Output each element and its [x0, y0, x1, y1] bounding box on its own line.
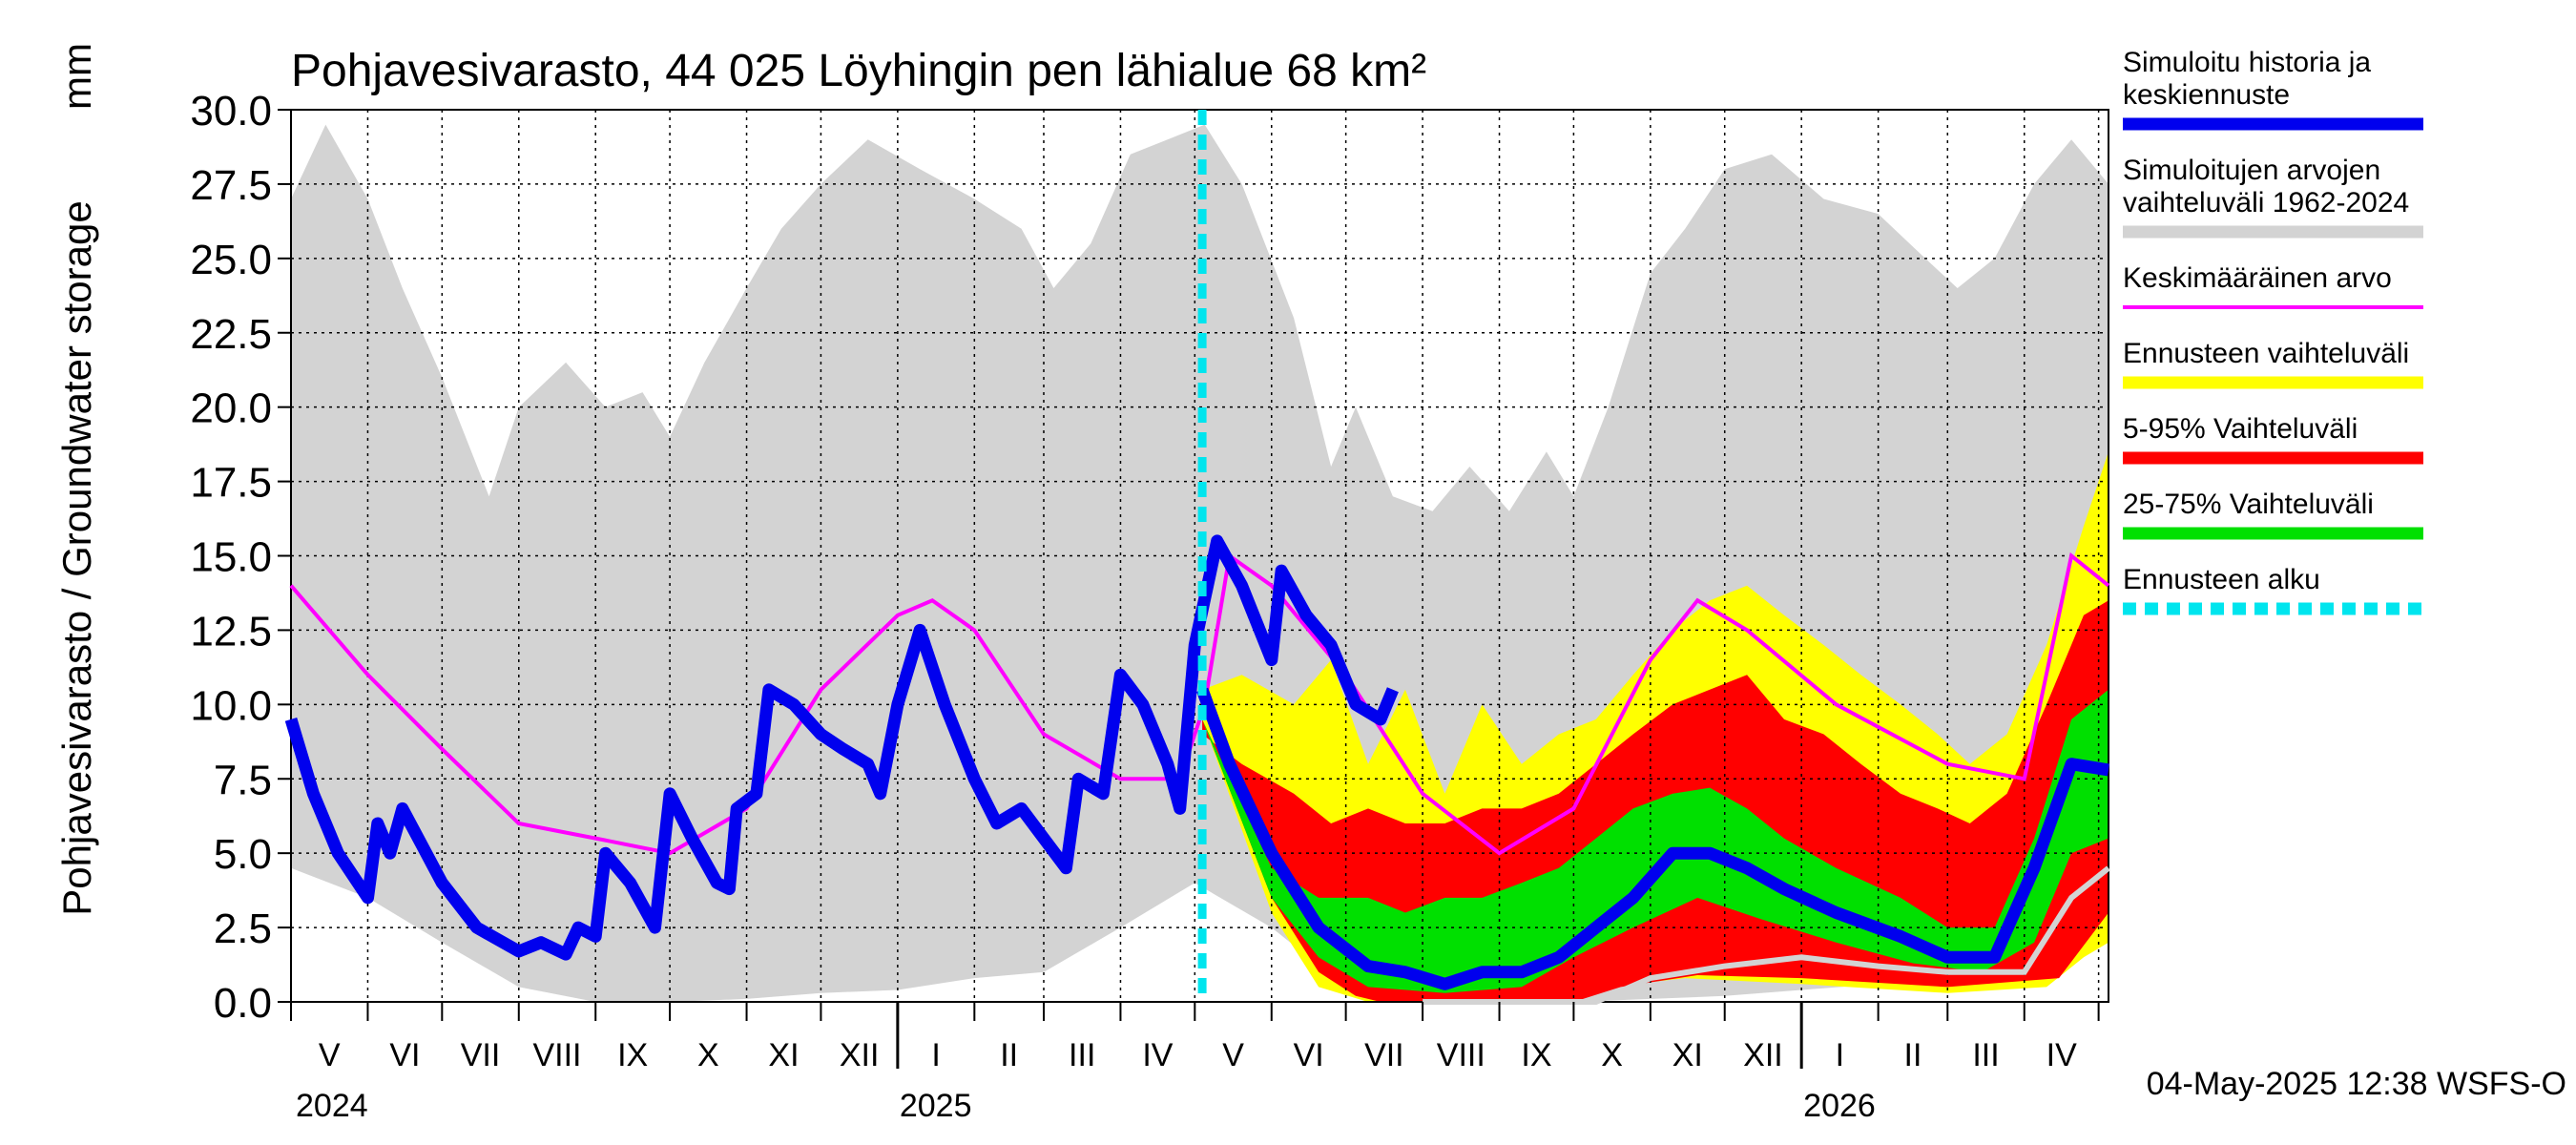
- p25-75-band: [1202, 689, 2109, 993]
- y-tick-label: 20.0: [190, 385, 272, 432]
- x-month-label: VII: [461, 1037, 501, 1073]
- y-axis-ticks: 0.0 2.5 5.0 7.5 10.0 12.5 15.0 17.5 20.0 22.5 25.0…: [190, 88, 291, 1027]
- y-tick-label: 7.5: [214, 757, 272, 803]
- x-month-label: XII: [840, 1037, 880, 1073]
- x-month-label: VIII: [1437, 1037, 1485, 1073]
- legend-label: Simuloitu historia ja: [2123, 47, 2371, 78]
- x-month-label: XII: [1743, 1037, 1783, 1073]
- x-month-label: II: [1000, 1037, 1018, 1073]
- x-month-label: VI: [389, 1037, 420, 1073]
- x-year-label: 2024: [296, 1088, 368, 1124]
- x-month-label: III: [1069, 1037, 1095, 1073]
- x-month-label: VII: [1364, 1037, 1404, 1073]
- x-month-label: II: [1904, 1037, 1922, 1073]
- x-month-label: IX: [1521, 1037, 1551, 1073]
- x-month-label: VIII: [532, 1037, 581, 1073]
- x-month-label: X: [697, 1037, 719, 1073]
- x-month-label: V: [319, 1037, 341, 1073]
- x-month-label: IV: [2046, 1037, 2077, 1073]
- y-tick-label: 17.5: [190, 460, 272, 507]
- legend-label: vaihteluväli 1962-2024: [2123, 187, 2409, 219]
- x-month-label: VI: [1294, 1037, 1324, 1073]
- y-tick-label: 22.5: [190, 311, 272, 358]
- x-month-label: III: [1972, 1037, 1999, 1073]
- x-month-label: XI: [768, 1037, 799, 1073]
- legend-label: Ennusteen alku: [2123, 564, 2320, 595]
- legend-label: Ennusteen vaihteluväli: [2123, 338, 2409, 369]
- x-month-label: X: [1601, 1037, 1623, 1073]
- x-year-label: 2025: [900, 1088, 972, 1124]
- y-tick-label: 2.5: [214, 906, 272, 952]
- forecast-light-line: [1423, 865, 2110, 1005]
- y-tick-label: 27.5: [190, 162, 272, 209]
- footer-timestamp: 04-May-2025 12:38 WSFS-O: [2147, 1066, 2566, 1102]
- legend-label: 25-75% Vaihteluväli: [2123, 489, 2374, 520]
- y-tick-label: 0.0: [214, 980, 272, 1027]
- x-month-label: XI: [1672, 1037, 1703, 1073]
- x-month-label: IX: [617, 1037, 648, 1073]
- chart-title: Pohjavesivarasto, 44 025 Löyhingin pen l…: [291, 46, 1426, 96]
- legend-label: keskiennuste: [2123, 79, 2290, 111]
- y-tick-label: 10.0: [190, 682, 272, 729]
- y-axis-unit: mm: [54, 43, 99, 110]
- x-month-label: V: [1222, 1037, 1244, 1073]
- x-year-label: 2026: [1803, 1088, 1876, 1124]
- x-month-label: I: [1836, 1037, 1844, 1073]
- legend-label: 5-95% Vaihteluväli: [2123, 413, 2358, 445]
- legend-label: Keskimääräinen arvo: [2123, 262, 2392, 294]
- x-month-label: I: [931, 1037, 940, 1073]
- x-axis-ticks: V VI VII VIII IX X XI XII I II III IV V VI VII VIII IX X X…: [290, 1002, 2100, 1124]
- x-month-label: IV: [1142, 1037, 1173, 1073]
- y-tick-label: 30.0: [190, 88, 272, 135]
- y-tick-label: 25.0: [190, 237, 272, 283]
- y-tick-label: 15.0: [190, 534, 272, 581]
- legend-label: Simuloitujen arvojen: [2123, 155, 2380, 186]
- plot-lines: [284, 110, 2110, 1005]
- forecast-median-line: [1195, 687, 2110, 990]
- y-tick-label: 12.5: [190, 608, 272, 655]
- y-tick-label: 5.0: [214, 831, 272, 878]
- y-axis-label: Pohjavesivarasto / Groundwater storage: [54, 200, 99, 915]
